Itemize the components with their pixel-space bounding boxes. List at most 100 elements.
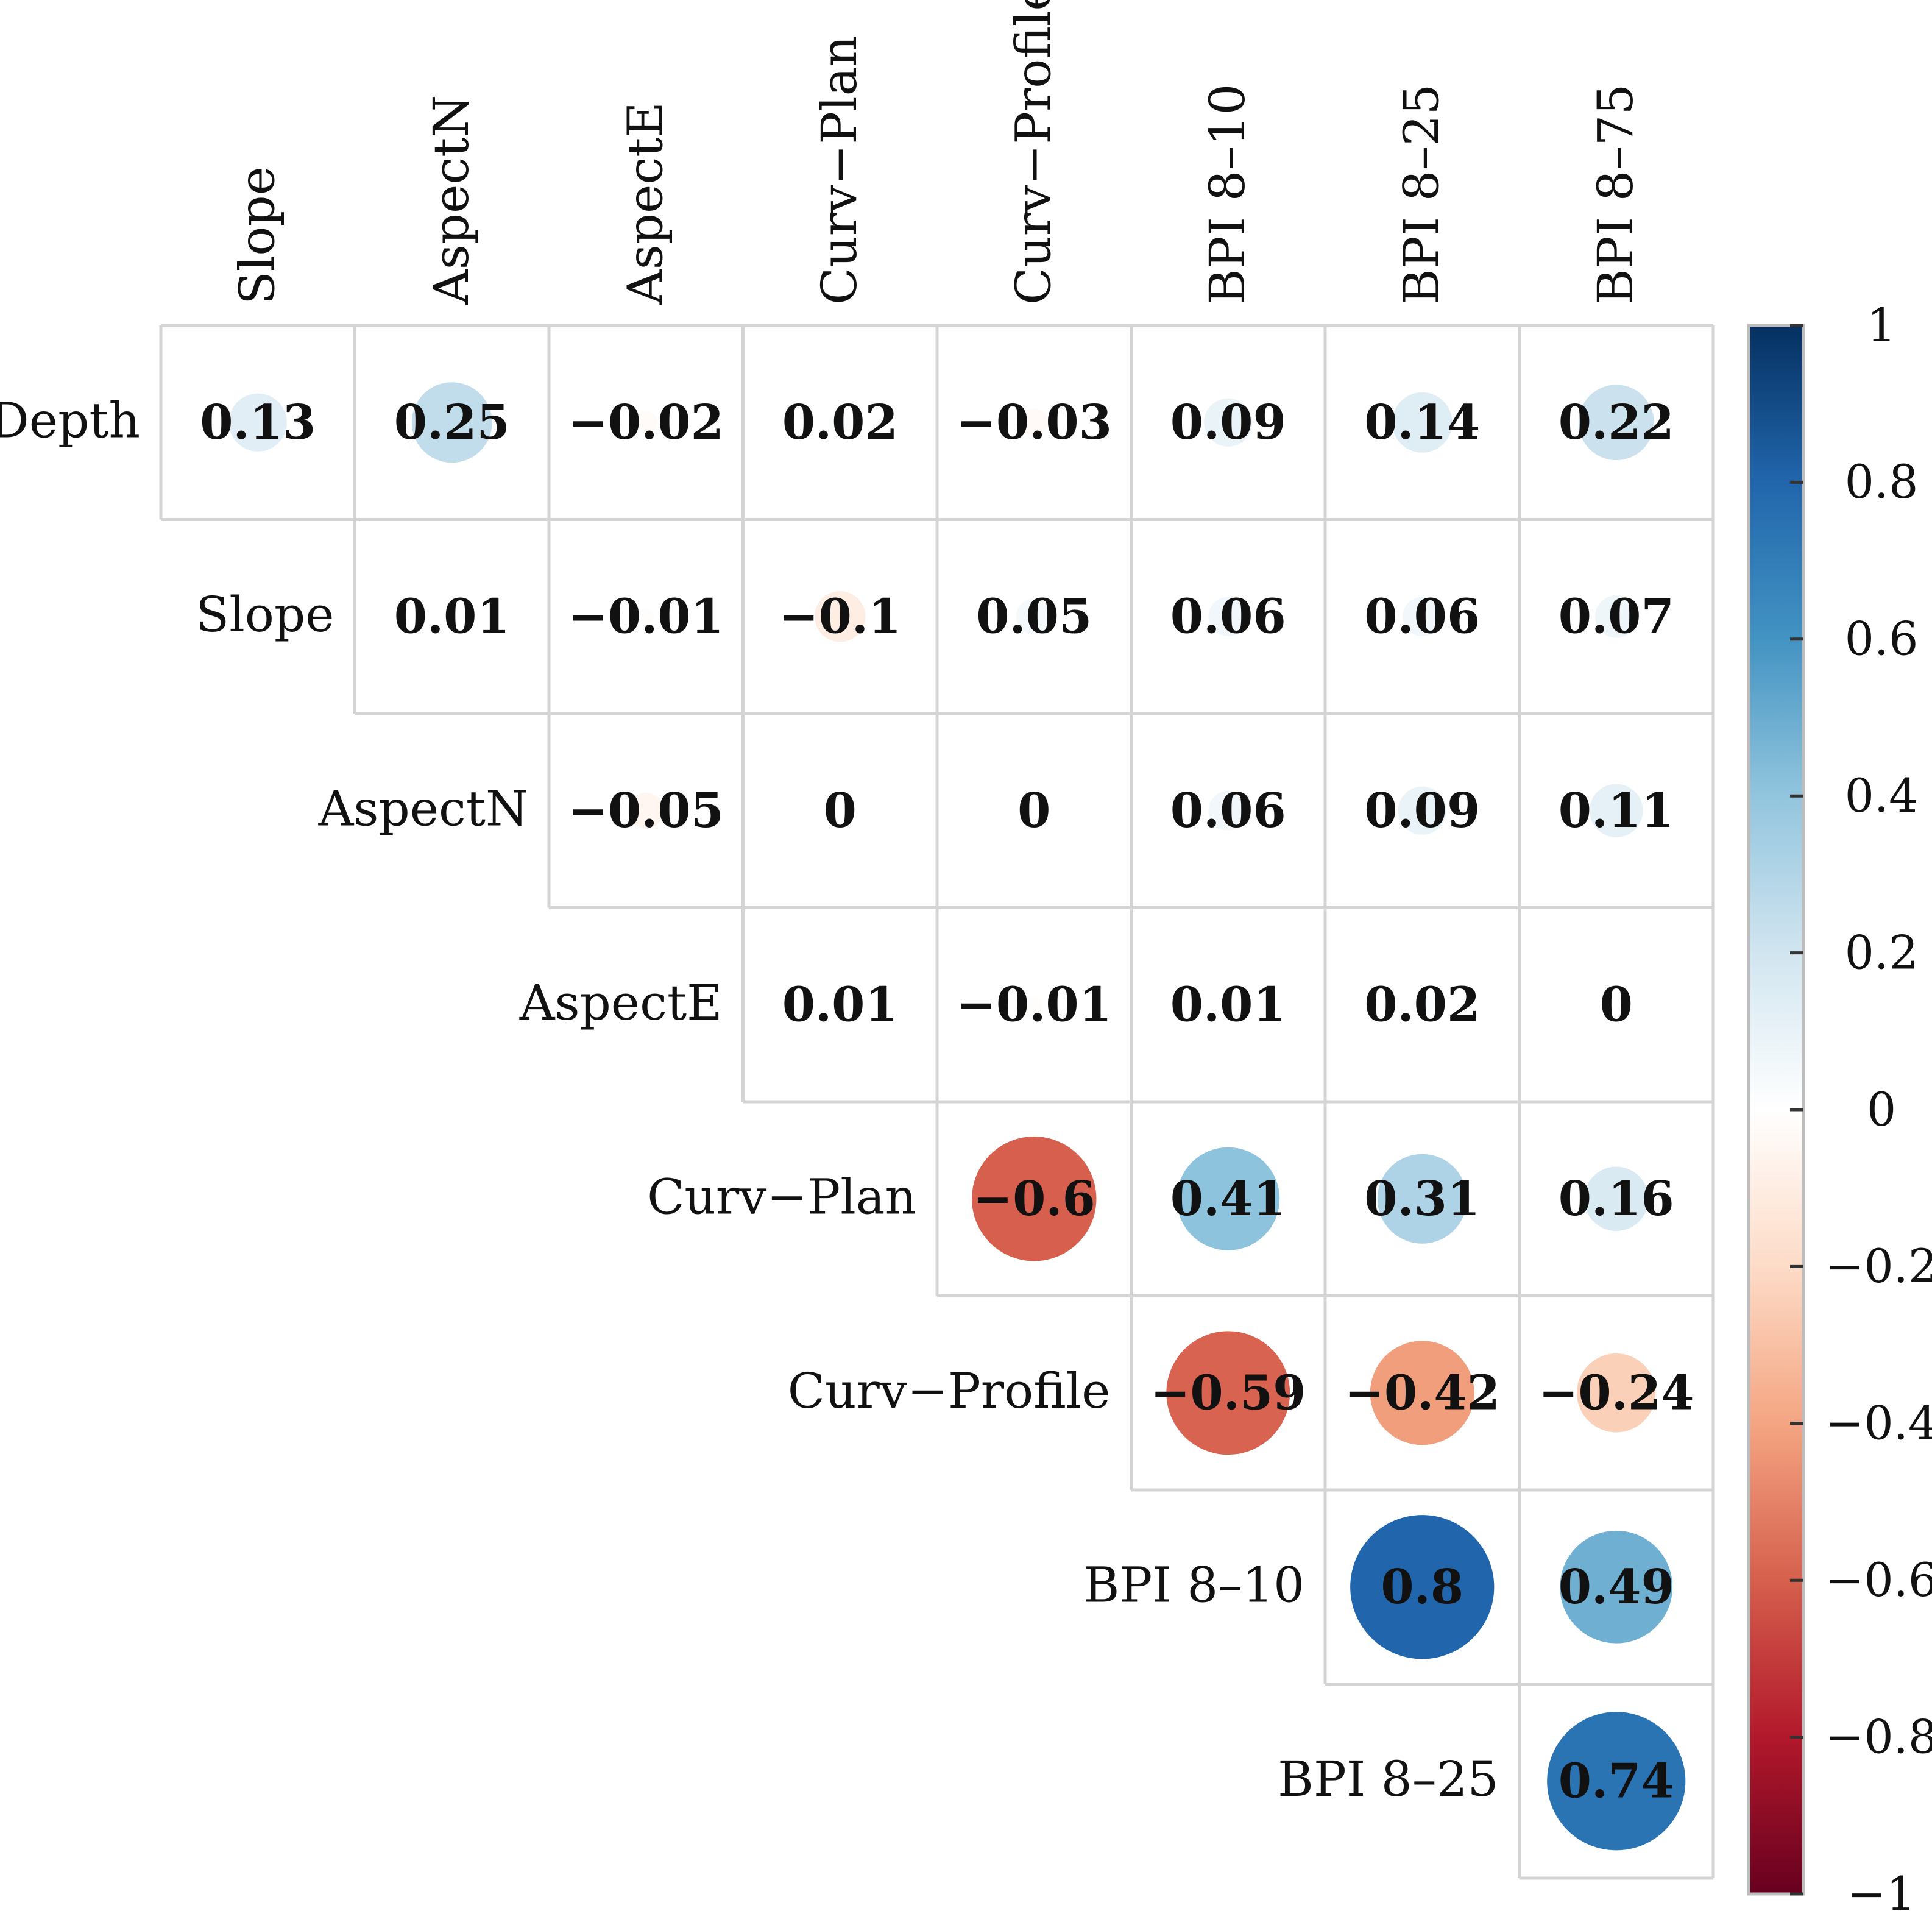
column-label: Slope (229, 166, 286, 305)
colorbar-tick-label: 0.8 (1845, 455, 1919, 509)
correlation-circle (1410, 993, 1434, 1016)
colorbar: 1 0.8 0.6 0.4 0.2 0 −0.2 −0.4 −0.6 −0.8 −1 (1747, 298, 1932, 1921)
colorbar-tick-label: −0.6 (1825, 1553, 1932, 1607)
row-labels: Depth Slope AspectN AspectE Curv−Plan Curv−Pr… (0, 392, 1499, 1807)
correlation-value: −0.02 (568, 395, 724, 450)
correlation-circle (1577, 1353, 1656, 1433)
colorbar-tick-label: −1 (1847, 1867, 1916, 1921)
correlation-circle (1589, 784, 1643, 838)
colorbar-tick-label: 1 (1867, 298, 1896, 352)
correlation-circle (1026, 996, 1042, 1013)
correlation-circle (832, 996, 848, 1013)
correlation-circle (815, 591, 866, 642)
correlation-circle (1016, 598, 1052, 635)
correlation-circle (1578, 385, 1654, 461)
row-label: BPI 8–10 (1084, 1556, 1304, 1613)
correlation-circle (411, 382, 492, 463)
correlation-circle (628, 792, 664, 829)
correlation-value: 0 (824, 783, 857, 839)
correlation-circle (638, 608, 654, 625)
column-labels: Slope AspectN AspectE Curv−Plan Curv−Profile… (229, 0, 1644, 305)
correlation-circle (1220, 996, 1236, 1013)
correlation-value: −0.01 (957, 977, 1112, 1032)
correlation-value: 0.49 (1559, 1559, 1674, 1615)
colorbar-tick-label: 0.6 (1845, 612, 1919, 666)
correlation-value: −0.6 (973, 1171, 1095, 1227)
correlation-circle (634, 411, 657, 434)
correlation-circle (1377, 1154, 1467, 1244)
correlation-value: −0.01 (568, 589, 724, 644)
colorbar-tick-label: 0.4 (1845, 768, 1919, 823)
correlation-circle (1583, 1166, 1649, 1232)
correlation-value: −0.1 (779, 589, 901, 644)
colorbar-tick-label: 0 (1867, 1082, 1896, 1137)
correlation-circle (829, 411, 852, 434)
correlation-value: 0.01 (782, 977, 898, 1032)
correlation-value: 0.09 (1170, 395, 1286, 450)
correlation-circles (228, 382, 1686, 1851)
row-label: Curv−Plan (647, 1168, 916, 1225)
correlation-value: 0.06 (1170, 783, 1286, 839)
correlation-value: 0.02 (1364, 977, 1480, 1032)
colorbar-tick-label: −0.4 (1825, 1396, 1932, 1450)
column-label: BPI 8–75 (1587, 84, 1644, 305)
correlation-values: 0.13 0.25 −0.02 0.02 −0.03 0.09 0.14 0.22 0.01 −0… (200, 395, 1694, 1809)
column-label: BPI 8–25 (1393, 84, 1450, 305)
correlation-value: 0.09 (1364, 783, 1480, 839)
row-label: Slope (196, 586, 334, 643)
colorbar-tick-label: −0.2 (1825, 1239, 1932, 1293)
correlation-value: 0.01 (394, 589, 510, 644)
correlation-circle (1547, 1712, 1686, 1851)
correlation-value: 0.02 (782, 395, 898, 450)
row-label: AspectE (519, 974, 723, 1031)
correlation-circle (1398, 786, 1446, 835)
correlation-value: −0.59 (1150, 1365, 1306, 1420)
correlation-circle (444, 608, 460, 625)
correlation-circle (972, 1137, 1097, 1261)
correlation-value: 0.22 (1559, 395, 1674, 450)
column-label: AspectE (617, 102, 674, 305)
correlation-circle (1020, 408, 1049, 437)
column-label: Curv−Profile (1005, 0, 1062, 305)
correlation-circle (1594, 595, 1638, 638)
correlation-value: 0.8 (1381, 1559, 1463, 1615)
correlation-value: −0.42 (1345, 1365, 1500, 1420)
correlation-value: −0.05 (568, 783, 724, 839)
correlation-value: 0.74 (1559, 1753, 1674, 1809)
row-label: Curv−Profile (788, 1363, 1111, 1419)
correlation-value: 0.16 (1559, 1171, 1674, 1227)
correlation-circle (1204, 398, 1253, 447)
correlation-circle (1392, 392, 1453, 453)
correlation-value: 0.05 (976, 589, 1092, 644)
correlation-circle (1166, 1331, 1290, 1455)
row-label: BPI 8–25 (1278, 1751, 1498, 1807)
correlation-value: 0.01 (1170, 977, 1286, 1032)
correlation-value: 0.07 (1559, 589, 1674, 644)
colorbar-tick-label: −0.8 (1825, 1709, 1932, 1764)
correlation-value: 0.14 (1364, 395, 1480, 450)
correlation-value: 0.25 (394, 395, 510, 450)
correlation-circle (1370, 1341, 1474, 1445)
correlation-value: 0 (1600, 977, 1633, 1032)
correlation-value: 0.06 (1170, 589, 1286, 644)
correlation-circle (1560, 1530, 1673, 1644)
correlation-circle (228, 393, 287, 452)
correlation-circle (1350, 1515, 1495, 1659)
correlation-circle (1208, 597, 1248, 637)
correlation-circle (1402, 597, 1442, 637)
correlation-value: 0.06 (1364, 589, 1480, 644)
correlation-circle (1208, 790, 1248, 831)
colorbar-tick-label: 0.2 (1845, 925, 1919, 979)
correlation-value: 0.31 (1364, 1171, 1480, 1227)
row-label: AspectN (318, 780, 528, 837)
correlation-value: 0.41 (1170, 1171, 1286, 1227)
correlation-circle (1177, 1147, 1280, 1250)
column-label: Curv−Plan (811, 35, 868, 305)
column-label: AspectN (423, 95, 479, 305)
correlation-value: −0.24 (1538, 1365, 1694, 1420)
column-label: BPI 8–10 (1199, 84, 1256, 305)
correlation-value: 0.11 (1559, 783, 1674, 839)
matrix-grid (159, 324, 1715, 1880)
correlation-value: 0.13 (200, 395, 316, 450)
